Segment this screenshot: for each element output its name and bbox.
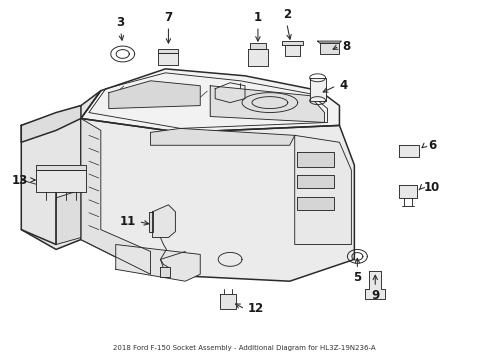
Text: 5: 5 xyxy=(352,271,361,284)
Text: 2018 Ford F-150 Socket Assembly - Additional Diagram for HL3Z-19N236-A: 2018 Ford F-150 Socket Assembly - Additi… xyxy=(112,345,375,351)
Polygon shape xyxy=(158,49,178,53)
Polygon shape xyxy=(296,152,334,167)
Text: 1: 1 xyxy=(253,11,262,24)
Polygon shape xyxy=(36,170,86,192)
Text: 9: 9 xyxy=(370,289,379,302)
Polygon shape xyxy=(21,91,101,249)
Polygon shape xyxy=(116,244,200,281)
Polygon shape xyxy=(158,53,178,65)
Text: 11: 11 xyxy=(119,215,135,228)
Polygon shape xyxy=(56,190,81,244)
Polygon shape xyxy=(309,78,325,100)
Polygon shape xyxy=(81,118,354,281)
Polygon shape xyxy=(365,271,385,299)
Text: 10: 10 xyxy=(423,181,439,194)
Polygon shape xyxy=(81,69,339,132)
Polygon shape xyxy=(220,294,236,309)
Polygon shape xyxy=(160,267,170,277)
Polygon shape xyxy=(152,205,175,238)
Polygon shape xyxy=(281,41,302,45)
Polygon shape xyxy=(284,45,299,56)
Polygon shape xyxy=(108,81,200,109)
Polygon shape xyxy=(81,118,150,274)
Text: 2: 2 xyxy=(282,8,290,21)
Text: 12: 12 xyxy=(247,302,264,315)
Polygon shape xyxy=(21,105,81,142)
Polygon shape xyxy=(296,175,334,188)
Polygon shape xyxy=(36,165,86,170)
Text: 3: 3 xyxy=(117,16,124,29)
Polygon shape xyxy=(249,43,265,49)
Text: 13: 13 xyxy=(12,174,28,186)
Text: 4: 4 xyxy=(339,79,347,92)
Text: 8: 8 xyxy=(342,40,350,53)
Text: 7: 7 xyxy=(164,11,172,24)
Text: 6: 6 xyxy=(427,139,435,152)
Polygon shape xyxy=(398,145,418,157)
Polygon shape xyxy=(296,197,334,210)
Polygon shape xyxy=(150,129,294,145)
Polygon shape xyxy=(247,49,267,66)
Polygon shape xyxy=(148,212,152,231)
Polygon shape xyxy=(398,185,416,198)
Polygon shape xyxy=(317,41,341,43)
Polygon shape xyxy=(210,86,324,122)
Polygon shape xyxy=(319,43,339,54)
Polygon shape xyxy=(294,135,351,244)
